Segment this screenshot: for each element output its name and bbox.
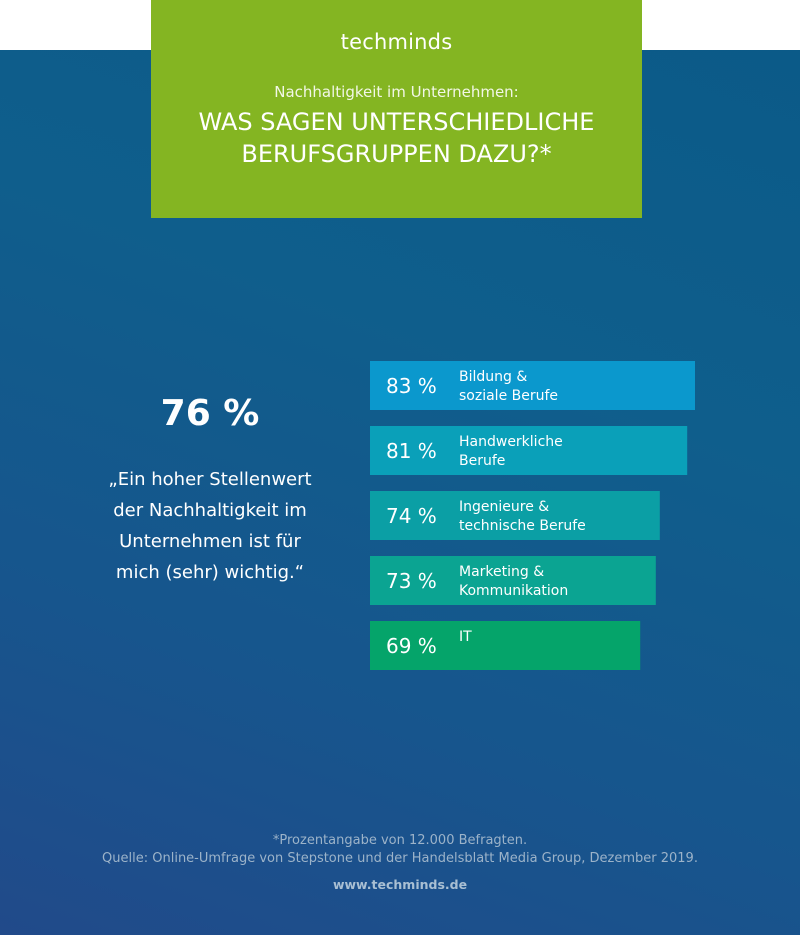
quote-line: Unternehmen ist für (119, 531, 301, 552)
bar-value-label: 74 % (386, 504, 437, 528)
footnote: *Prozentangabe von 12.000 Befragten. (272, 833, 528, 848)
overall-percentage: 76 % (160, 393, 260, 434)
header-box: techminds Nachhaltigkeit im Unternehmen:… (151, 0, 642, 218)
page-subtitle: Nachhaltigkeit im Unternehmen: (274, 83, 519, 101)
page-title: WAS SAGEN UNTERSCHIEDLICHE BERUFSGRUPPEN… (151, 106, 642, 170)
bar (370, 621, 641, 670)
bar-category-label: Handwerkliche (459, 434, 563, 450)
bar-category-label: soziale Berufe (459, 388, 558, 404)
bar-category-label: Marketing & (459, 564, 544, 580)
bar-value-label: 81 % (386, 439, 437, 463)
bar (370, 556, 656, 605)
quote-line: mich (sehr) wichtig.“ (115, 562, 305, 583)
title-line-1: WAS SAGEN UNTERSCHIEDLICHE (198, 108, 595, 136)
survey-quote: „Ein hoher Stellenwert der Nachhaltigkei… (90, 464, 330, 588)
bar-category-label: Ingenieure & (459, 499, 549, 515)
bar-value-label: 69 % (386, 634, 437, 658)
bar-category-label: IT (459, 629, 472, 645)
bar-category-label: Kommunikation (459, 583, 568, 599)
bar (370, 426, 688, 475)
bar-category-label: technische Berufe (459, 518, 586, 534)
quote-line: der Nachhaltigkeit im (113, 500, 307, 521)
bar-category-label: Berufe (459, 453, 505, 469)
techminds-logo: techminds (340, 30, 453, 54)
bar-category-label: Bildung & (459, 369, 527, 385)
quote-line: „Ein hoher Stellenwert (108, 469, 312, 490)
website-link[interactable]: www.techminds.de (332, 877, 468, 892)
title-line-2: BERUFSGRUPPEN DAZU?* (241, 140, 552, 168)
bar-value-label: 73 % (386, 569, 437, 593)
bar-value-label: 83 % (386, 374, 437, 398)
bar (370, 361, 695, 410)
bar (370, 491, 660, 540)
source-note: Quelle: Online-Umfrage von Stepstone und… (102, 851, 698, 866)
